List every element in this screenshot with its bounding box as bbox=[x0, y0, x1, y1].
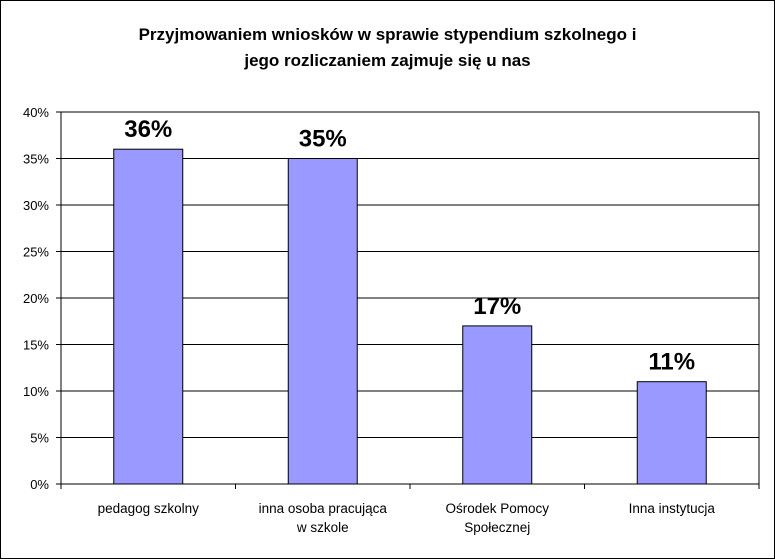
y-tick-label: 0% bbox=[30, 477, 49, 492]
bars bbox=[113, 148, 707, 485]
y-tick-label: 40% bbox=[23, 105, 49, 120]
data-label: 36% bbox=[124, 116, 172, 143]
y-tick-label: 25% bbox=[23, 245, 49, 260]
x-category-label: pedagog szkolny bbox=[98, 501, 200, 516]
x-category-label: inna osoba pracująca bbox=[259, 501, 388, 516]
y-tick-label: 30% bbox=[23, 198, 49, 213]
bar bbox=[636, 381, 707, 485]
x-category-label: Inna instytucja bbox=[629, 501, 716, 516]
data-label: 35% bbox=[299, 126, 347, 153]
y-axis: 0% 5% 10% 15% 20% 25% 30% 35% 40% bbox=[23, 105, 61, 492]
x-category-label: Ośrodek Pomocy bbox=[445, 501, 549, 516]
x-category-label: Społecznej bbox=[464, 520, 530, 535]
bar bbox=[287, 158, 358, 485]
y-tick-label: 5% bbox=[30, 431, 49, 446]
data-labels: 36% 35% 17% 11% bbox=[124, 116, 695, 376]
bar bbox=[113, 148, 184, 485]
y-tick-label: 20% bbox=[23, 291, 49, 306]
y-tick-label: 35% bbox=[23, 152, 49, 167]
chart-title: Przyjmowaniem wniosków w sprawie stypend… bbox=[0, 22, 775, 74]
chart-title-line-2: jego rozliczaniem zajmuje się u nas bbox=[244, 51, 531, 70]
y-tick-label: 15% bbox=[23, 338, 49, 353]
chart-title-line-1: Przyjmowaniem wniosków w sprawie stypend… bbox=[138, 25, 637, 44]
x-category-label: w szkole bbox=[296, 520, 349, 535]
bar bbox=[462, 325, 533, 485]
data-label: 11% bbox=[648, 349, 695, 376]
data-label: 17% bbox=[473, 293, 521, 320]
x-axis: pedagog szkolny inna osoba pracująca w szk… bbox=[60, 484, 760, 535]
y-tick-label: 10% bbox=[23, 384, 49, 399]
